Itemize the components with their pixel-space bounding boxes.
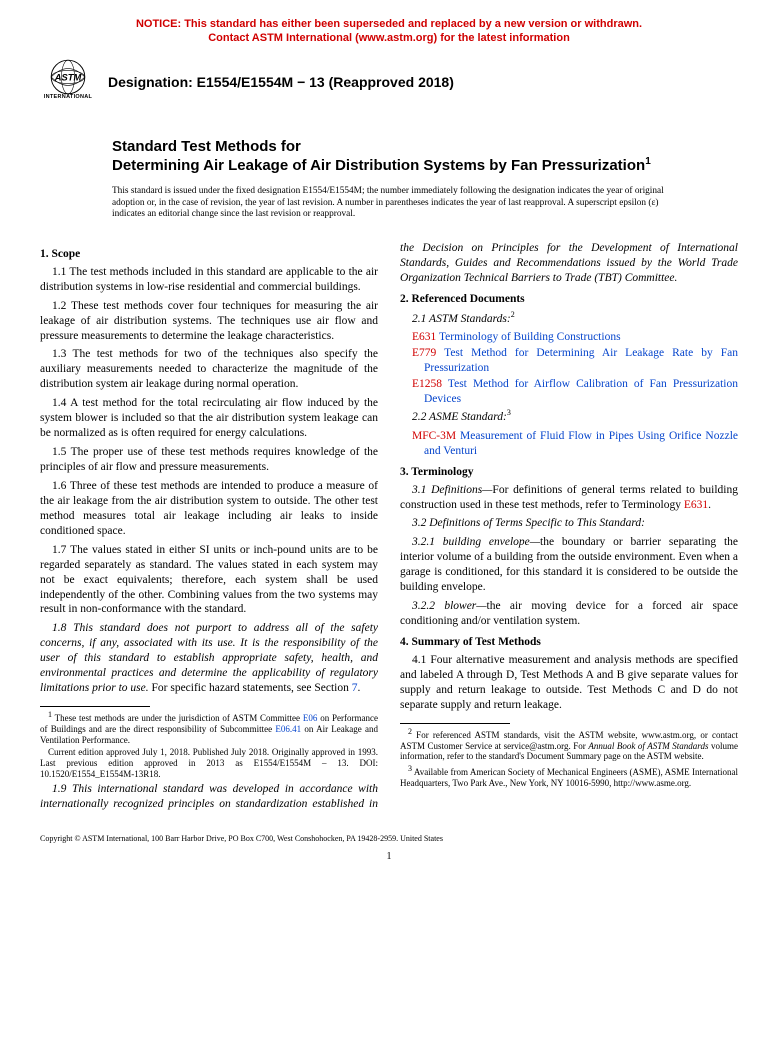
- ref-mfc3m: MFC-3M Measurement of Fluid Flow in Pipe…: [412, 429, 738, 459]
- footnote-rule-right: [400, 723, 510, 724]
- ref-e1258: E1258 Test Method for Airflow Calibratio…: [412, 377, 738, 407]
- issuance-note: This standard is issued under the fixed …: [112, 186, 672, 221]
- term-3.2: 3.2 Definitions of Terms Specific to Thi…: [400, 516, 738, 531]
- e1258-code[interactable]: E1258: [412, 378, 442, 390]
- scope-1.8-tail2: .: [357, 682, 360, 694]
- scope-1.6: 1.6 Three of these test methods are inte…: [40, 479, 378, 539]
- term-3.1-link[interactable]: E631: [684, 499, 708, 511]
- title: Determining Air Leakage of Air Distribut…: [112, 156, 738, 176]
- e779-title[interactable]: Test Method for Determining Air Leakage …: [424, 347, 738, 374]
- title-kicker: Standard Test Methods for: [112, 138, 738, 157]
- astm-fn: 2: [511, 310, 515, 319]
- astm-logo: ASTM INTERNATIONAL: [40, 58, 96, 108]
- scope-1.7: 1.7 The values stated in either SI units…: [40, 543, 378, 618]
- summary-head: 4. Summary of Test Methods: [400, 635, 738, 650]
- footnote-rule-left: [40, 706, 150, 707]
- term-3.2-italic: 3.2 Definitions of Terms Specific to Thi…: [412, 517, 645, 529]
- header-row: ASTM INTERNATIONAL Designation: E1554/E1…: [40, 58, 738, 108]
- refdocs-2.1: 2.1 ASTM Standards:2: [400, 310, 738, 327]
- astm-standards-label: 2.1 ASTM Standards:: [412, 312, 511, 324]
- notice-banner: NOTICE: This standard has either been su…: [40, 18, 738, 46]
- scope-1.1: 1.1 The test methods included in this st…: [40, 265, 378, 295]
- title-footnote-ref: 1: [645, 156, 651, 167]
- scope-1.5: 1.5 The proper use of these test methods…: [40, 445, 378, 475]
- scope-1.4: 1.4 A test method for the total recircul…: [40, 396, 378, 441]
- designation: Designation: E1554/E1554M − 13 (Reapprov…: [108, 73, 454, 91]
- ref-e779: E779 Test Method for Determining Air Lea…: [412, 346, 738, 376]
- body-columns: 1. Scope 1.1 The test methods included i…: [40, 241, 738, 812]
- e779-code[interactable]: E779: [412, 347, 436, 359]
- logo-label: INTERNATIONAL: [44, 94, 92, 101]
- ref-e631: E631 Terminology of Building Constructio…: [412, 330, 738, 345]
- footnote-1a: 1 These test methods are under the juris…: [40, 710, 378, 745]
- term-3.2.2-lead: 3.2.2 blower—: [412, 600, 487, 612]
- term-3.1: 3.1 Definitions—For definitions of gener…: [400, 483, 738, 513]
- footnote-2: 2 For referenced ASTM standards, visit t…: [400, 727, 738, 762]
- scope-head: 1. Scope: [40, 247, 378, 262]
- term-3.1-tail: .: [708, 499, 711, 511]
- mfc-title[interactable]: Measurement of Fluid Flow in Pipes Using…: [424, 430, 738, 457]
- asme-standard-label: 2.2 ASME Standard:: [412, 411, 507, 423]
- svg-text:ASTM: ASTM: [54, 72, 82, 82]
- scope-1.3: 1.3 The test methods for two of the tech…: [40, 347, 378, 392]
- refdocs-2.2: 2.2 ASME Standard:3: [400, 408, 738, 425]
- copyright: Copyright © ASTM International, 100 Barr…: [40, 834, 738, 844]
- terminology-head: 3. Terminology: [400, 465, 738, 480]
- e631-code[interactable]: E631: [412, 331, 436, 343]
- fn2-italic: Annual Book of ASTM Standards: [588, 741, 708, 751]
- scope-1.2: 1.2 These test methods cover four techni…: [40, 299, 378, 344]
- page-number: 1: [40, 850, 738, 863]
- summary-4.1: 4.1 Four alternative measurement and ana…: [400, 653, 738, 713]
- e1258-title[interactable]: Test Method for Airflow Calibration of F…: [424, 378, 738, 405]
- notice-line1: NOTICE: This standard has either been su…: [136, 18, 642, 30]
- refdocs-head: 2. Referenced Documents: [400, 292, 738, 307]
- fn1a-text: These test methods are under the jurisdi…: [55, 713, 303, 723]
- notice-line2: Contact ASTM International (www.astm.org…: [208, 32, 570, 44]
- footnote-3: 3 Available from American Society of Mec…: [400, 764, 738, 789]
- title-text: Determining Air Leakage of Air Distribut…: [112, 157, 645, 174]
- term-3.2.1: 3.2.1 building envelope—the boundary or …: [400, 535, 738, 595]
- term-3.1-lead: 3.1 Definitions—: [412, 484, 492, 496]
- e631-title[interactable]: Terminology of Building Constructions: [436, 331, 620, 343]
- term-3.2.2: 3.2.2 blower—the air moving device for a…: [400, 599, 738, 629]
- fn1-link2[interactable]: E06.41: [275, 724, 301, 734]
- scope-1.8-tail: For specific hazard statements, see Sect…: [149, 682, 352, 694]
- term-3.2.1-lead: 3.2.1 building envelope—: [412, 536, 540, 548]
- scope-1.8: 1.8 This standard does not purport to ad…: [40, 621, 378, 696]
- fn3-text: Available from American Society of Mecha…: [400, 767, 738, 788]
- fn1-link1[interactable]: E06: [303, 713, 318, 723]
- asme-fn: 3: [507, 408, 511, 417]
- title-block: Standard Test Methods for Determining Ai…: [112, 138, 738, 177]
- mfc-code[interactable]: MFC-3M: [412, 430, 456, 442]
- footnote-1b: Current edition approved July 1, 2018. P…: [40, 747, 378, 779]
